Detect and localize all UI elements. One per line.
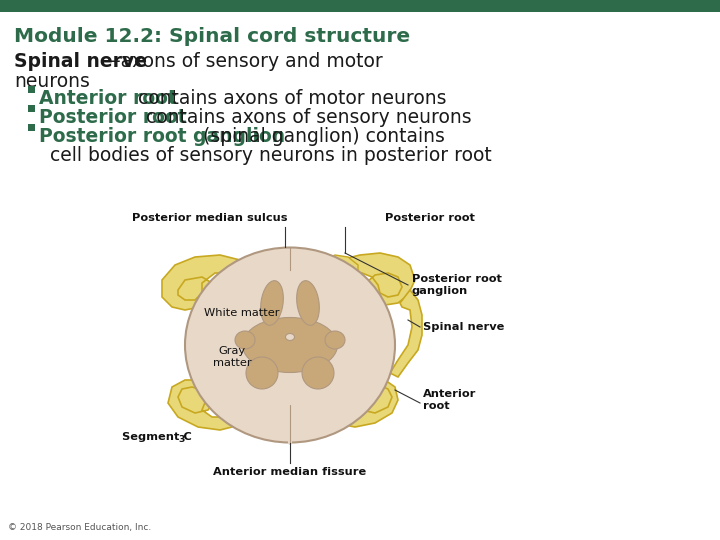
- Text: Gray
matter: Gray matter: [212, 346, 251, 368]
- Polygon shape: [168, 380, 260, 430]
- Text: contains axons of sensory neurons: contains axons of sensory neurons: [140, 108, 472, 127]
- Text: Posterior root: Posterior root: [385, 213, 475, 223]
- FancyBboxPatch shape: [28, 85, 35, 92]
- Text: neurons: neurons: [14, 72, 90, 91]
- Text: Spinal nerve: Spinal nerve: [423, 322, 505, 332]
- Text: (spinal ganglion) contains: (spinal ganglion) contains: [197, 127, 445, 146]
- Text: Posterior median sulcus: Posterior median sulcus: [132, 213, 288, 223]
- Text: cell bodies of sensory neurons in posterior root: cell bodies of sensory neurons in poster…: [50, 146, 492, 165]
- Text: © 2018 Pearson Education, Inc.: © 2018 Pearson Education, Inc.: [8, 523, 151, 532]
- Polygon shape: [162, 255, 260, 310]
- Text: Anterior root: Anterior root: [39, 89, 176, 108]
- Text: 3: 3: [178, 435, 184, 444]
- Text: Anterior median fissure: Anterior median fissure: [213, 467, 366, 477]
- Text: White matter: White matter: [204, 308, 280, 318]
- Ellipse shape: [286, 334, 294, 341]
- Text: Posterior root
ganglion: Posterior root ganglion: [412, 274, 502, 296]
- Ellipse shape: [235, 331, 255, 349]
- Text: Posterior root: Posterior root: [39, 108, 186, 127]
- Polygon shape: [320, 253, 415, 305]
- Text: contains axons of motor neurons: contains axons of motor neurons: [132, 89, 446, 108]
- Polygon shape: [318, 255, 358, 277]
- FancyBboxPatch shape: [28, 105, 35, 111]
- Text: —axons of sensory and motor: —axons of sensory and motor: [102, 52, 383, 71]
- Text: Spinal nerve: Spinal nerve: [14, 52, 147, 71]
- Ellipse shape: [243, 318, 338, 373]
- Text: Posterior root ganglion: Posterior root ganglion: [39, 127, 285, 146]
- Ellipse shape: [185, 247, 395, 442]
- Ellipse shape: [246, 357, 278, 389]
- FancyBboxPatch shape: [0, 0, 720, 12]
- Polygon shape: [315, 377, 398, 427]
- Text: Module 12.2: Spinal cord structure: Module 12.2: Spinal cord structure: [14, 27, 410, 46]
- Polygon shape: [390, 290, 422, 377]
- Ellipse shape: [325, 331, 345, 349]
- Ellipse shape: [302, 357, 334, 389]
- Ellipse shape: [297, 281, 320, 325]
- Ellipse shape: [261, 281, 284, 325]
- Text: Anterior
root: Anterior root: [423, 389, 477, 411]
- Text: Segment C: Segment C: [122, 432, 192, 442]
- FancyBboxPatch shape: [28, 124, 35, 131]
